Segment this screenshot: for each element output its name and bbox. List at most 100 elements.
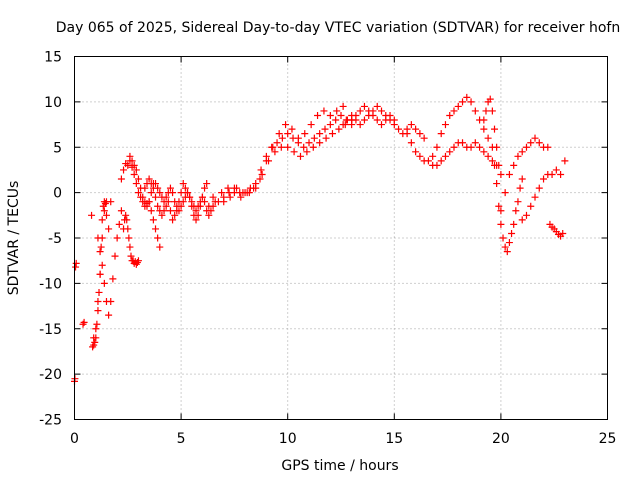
data-point [309,143,317,151]
series-seg-mid-c [220,116,356,206]
data-point [127,252,135,260]
data-point [220,198,228,206]
series-seg-4h [141,175,211,224]
data-point [446,148,454,156]
data-point [277,143,285,151]
data-point [437,157,445,165]
y-tick-label: -25 [39,413,62,429]
data-point [437,130,445,138]
data-point [158,211,166,219]
data-point [211,198,219,206]
data-point [476,143,484,151]
data-point [369,111,377,119]
data-point [98,261,106,269]
y-tick-label: 0 [53,186,62,202]
data-point [301,130,309,138]
data-point [441,121,449,129]
data-point [237,193,245,201]
series-seg-late [546,220,567,240]
data-point [480,125,488,133]
data-point [143,202,151,210]
data-point [183,189,191,197]
data-point [72,263,80,271]
data-point [322,134,330,142]
data-point [382,116,390,124]
data-point [503,248,511,256]
data-point [126,243,134,251]
x-tick-label: 10 [279,431,297,447]
data-point [348,116,356,124]
data-point [196,202,204,210]
data-point [145,198,153,206]
data-point [320,107,328,115]
data-point [484,134,492,142]
data-point [488,157,496,165]
data-point [233,184,241,192]
data-point [201,184,209,192]
data-point [321,125,329,133]
data-point [497,207,505,215]
data-point [198,193,206,201]
y-tick-label: -20 [39,367,62,383]
data-point [516,184,524,192]
data-point [339,121,347,129]
data-point [544,143,552,151]
data-point [505,170,513,178]
data-point [433,143,441,151]
data-point [100,279,108,287]
data-point [493,143,501,151]
data-point [339,102,347,110]
data-point [122,211,130,219]
data-point [373,116,381,124]
data-point [90,334,98,342]
data-point [273,139,281,147]
y-tick-labels: -25 -20 -15 -10 -5 0 5 10 15 [39,50,62,429]
data-point [531,193,539,201]
data-point [514,152,522,160]
data-point [166,207,174,215]
data-point [454,102,462,110]
data-point [154,202,162,210]
data-point [407,121,415,129]
data-point [102,211,110,219]
series-seg-12-16h [339,102,428,142]
data-point [501,189,509,197]
data-point [95,288,103,296]
data-point [535,184,543,192]
data-point [424,157,432,165]
data-point [365,107,373,115]
data-point [522,143,530,151]
data-point [181,184,189,192]
data-point [450,107,458,115]
series-early-d [90,198,115,342]
data-point [252,184,260,192]
y-tick-label: -5 [48,231,62,247]
data-point [288,125,296,133]
data-point [360,102,368,110]
data-point [484,152,492,160]
data-point [154,234,162,242]
data-point [403,130,411,138]
data-point [305,139,313,147]
x-tick-label: 15 [385,431,403,447]
data-point [224,184,232,192]
data-point [559,229,567,237]
data-point [171,211,179,219]
data-point [156,243,164,251]
data-point [177,189,185,197]
series-seg-mid-a [209,111,356,206]
data-point [141,184,149,192]
data-point [352,111,360,119]
data-point [152,193,160,201]
data-point [88,211,96,219]
series-seg-21-23h [518,157,569,224]
data-point [132,180,140,188]
data-point [510,220,518,228]
data-point [175,198,183,206]
data-point [271,148,279,156]
data-point [356,107,364,115]
y-tick-label: 5 [53,140,62,156]
data-point [337,111,345,119]
data-point [278,134,286,142]
data-point [284,130,292,138]
